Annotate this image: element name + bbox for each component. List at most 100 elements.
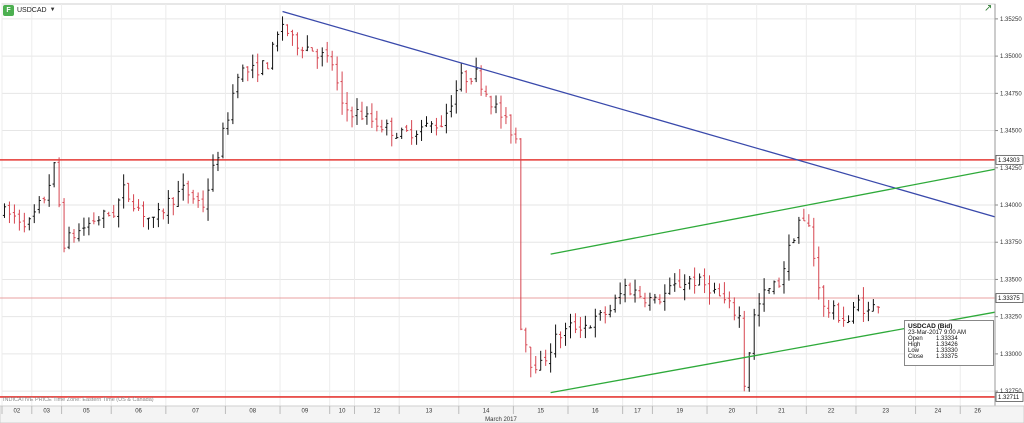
trend-up-icon[interactable]: ↗ xyxy=(984,3,993,14)
ohlc-bar xyxy=(221,122,225,159)
ohlc-bar xyxy=(161,208,165,220)
ohlc-bar xyxy=(802,208,806,222)
ohlc-bar xyxy=(102,209,106,229)
ohlc-bar xyxy=(598,309,602,321)
ohlc-bar xyxy=(494,95,498,114)
ohlc-bar xyxy=(648,292,652,311)
y-axis: 1.35250 1.35000 1.34750 1.34500 1.34250 1.340… xyxy=(994,4,1022,406)
ohlc-bar xyxy=(429,121,434,133)
level-label-box xyxy=(995,392,1024,402)
ohlc-bar xyxy=(171,197,175,216)
ohlc-bar xyxy=(325,41,329,63)
ohlc-bar xyxy=(623,278,627,303)
ohlc-bar xyxy=(737,306,741,328)
ohlc-bar xyxy=(812,217,816,267)
ohlc-bar xyxy=(519,138,523,331)
ohlc-bar xyxy=(424,116,429,127)
ohlc-bar xyxy=(355,98,359,125)
ohlc-bar xyxy=(489,95,493,115)
y-tick-label: 1.34500 xyxy=(1000,129,1022,135)
ohlc-bar xyxy=(628,282,632,296)
chart-grid xyxy=(1,3,996,407)
x-tick-label: 13 xyxy=(426,409,433,415)
chart-icon: F xyxy=(3,4,14,16)
ohlc-bar xyxy=(787,234,791,281)
ohlc-bar xyxy=(822,285,826,317)
ohlc-bar xyxy=(524,327,528,353)
level-label: 1.33375 xyxy=(998,296,1020,302)
ohlc-bar xyxy=(365,106,369,125)
ohlc-bar xyxy=(201,190,205,213)
ohlc-bar xyxy=(419,119,424,141)
ohlc-bar xyxy=(618,282,622,305)
y-tick-label: 1.34750 xyxy=(1000,91,1022,97)
x-tick-label: 24 xyxy=(935,409,942,415)
x-tick-label: 22 xyxy=(828,409,835,415)
ohlc-bar xyxy=(449,95,453,118)
ohlc-bar xyxy=(280,16,285,41)
ohlc-bar xyxy=(246,66,250,82)
x-tick-label: 15 xyxy=(537,409,544,415)
ohlc-bar xyxy=(499,95,503,129)
trendlines xyxy=(282,10,996,394)
x-axis: 02 03 05 06 07 08 09 10 12 13 14 15 16 17 19 20 21 22 23 24… xyxy=(0,405,1024,423)
ohlc-bar xyxy=(573,313,578,334)
x-axis-band xyxy=(0,405,1024,423)
ohlc-bar xyxy=(241,64,245,82)
ohlc-bar xyxy=(156,202,160,228)
x-tick-label: 08 xyxy=(249,409,256,415)
ohlc-bar xyxy=(320,47,324,67)
ohlc-bar xyxy=(846,315,851,324)
ohlc-bar xyxy=(270,41,275,70)
ohlc-bar xyxy=(196,192,200,208)
ohlc-bar xyxy=(871,299,875,312)
ohlc-bar xyxy=(504,107,508,125)
ohlc-bar xyxy=(251,54,255,79)
ohlc-bar xyxy=(827,299,831,318)
y-tick-label: 1.34000 xyxy=(1000,203,1022,209)
ohlc-bar xyxy=(459,62,463,92)
ohlc-bar xyxy=(395,132,399,139)
ohlc-bar xyxy=(856,294,861,312)
ohlc-bar xyxy=(797,216,801,244)
ohlc-bar xyxy=(608,304,612,318)
ohlc-bar xyxy=(62,198,66,253)
ohlc-bar xyxy=(484,85,488,97)
ohlc-bar xyxy=(22,212,26,233)
ohlc-bar xyxy=(539,350,543,371)
ohlc-bar xyxy=(668,277,672,295)
ohlc-bar xyxy=(310,47,314,52)
tooltip-title: USDCAD (Bid) xyxy=(908,323,953,330)
ohlc-bar xyxy=(439,115,444,128)
ohlc-bar xyxy=(256,53,260,83)
ohlc-bar xyxy=(707,275,712,305)
x-tick-label: 17 xyxy=(634,409,641,415)
ohlc-bar xyxy=(777,277,781,288)
y-tick-label: 1.33000 xyxy=(1000,352,1022,358)
x-tick-label: 03 xyxy=(43,409,50,415)
ohlc-bar xyxy=(261,60,265,76)
ohlc-bar xyxy=(414,130,419,145)
ohlc-bar xyxy=(841,306,846,327)
ohlc-bar xyxy=(832,300,836,320)
ohlc-bar xyxy=(663,284,667,311)
ohlc-bar xyxy=(529,346,533,378)
ohlc-bar xyxy=(176,180,180,208)
ohlc-bar xyxy=(613,294,617,313)
ohlc-bar xyxy=(27,217,31,231)
tooltip-row: Close 1.33375 xyxy=(908,354,990,360)
ohlc-bar xyxy=(295,32,300,56)
x-tick-label: 09 xyxy=(302,409,309,415)
ohlc-bar xyxy=(767,288,771,294)
ohlc-bar xyxy=(817,246,821,300)
ohlc-bar xyxy=(131,194,136,212)
ohlc-bar xyxy=(405,124,409,132)
symbol-selector[interactable]: F USDCAD ▼ xyxy=(3,3,56,17)
ohlc-bar xyxy=(37,196,41,214)
tooltip-label: Close xyxy=(908,354,924,360)
ohlc-bar xyxy=(236,73,240,99)
ohlc-bar xyxy=(216,151,220,172)
ohlc-bar xyxy=(747,352,751,392)
ohlc-bar xyxy=(136,199,141,211)
ohlc-bar xyxy=(92,212,96,225)
